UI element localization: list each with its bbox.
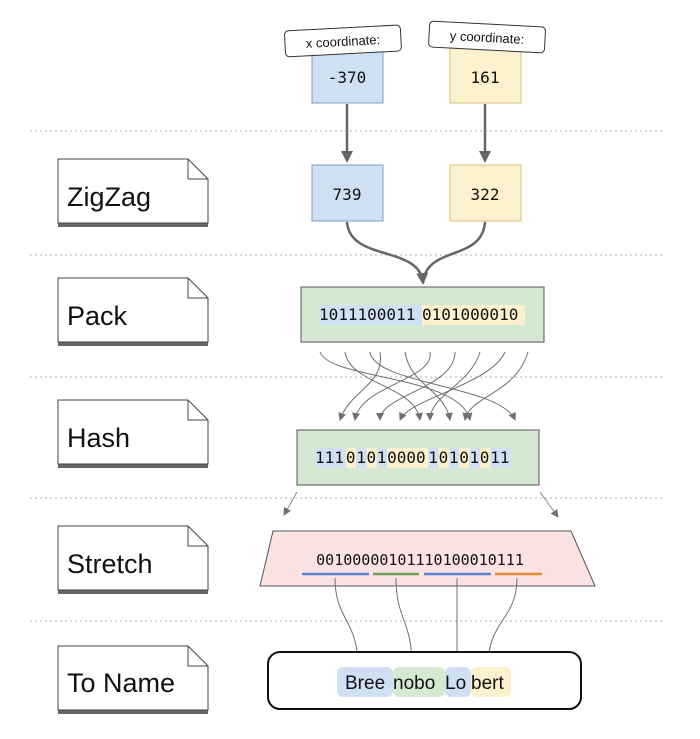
hash-segment-bg xyxy=(376,448,388,468)
stretch-arrows xyxy=(283,491,559,518)
merge-arrows xyxy=(345,221,487,285)
x-caption-tag: x coordinate: xyxy=(284,24,402,58)
hash-segment-bg xyxy=(479,448,491,468)
name-syllable-bg xyxy=(445,667,471,697)
stage-label-text: Stretch xyxy=(67,549,153,579)
name-syllable-bg xyxy=(337,667,393,697)
hash-segment-bg xyxy=(438,448,449,468)
name-syllables: Bree nobo Lo bert xyxy=(337,667,511,697)
hash-segment-bits: 11 xyxy=(490,448,509,467)
stage-label-text: To Name xyxy=(67,668,175,698)
hash-segment-bg xyxy=(469,448,480,468)
y-caption-tag: y coordinate: xyxy=(428,20,546,54)
hash-box: 111 0 1 0 1 0000 1 0 1 0 1 0 11 xyxy=(296,429,540,486)
hash-segment-bg xyxy=(366,448,377,468)
hash-segment-bits: 0 xyxy=(480,448,490,467)
hash-segment-bits: 0 xyxy=(367,448,377,467)
name-syllable-text: bert xyxy=(471,673,504,694)
stretch-box: 00100000101110100010111 xyxy=(259,530,596,587)
x-input-value: -370 xyxy=(328,68,367,87)
hash-segment-bg xyxy=(345,448,357,468)
hash-segment-bg xyxy=(490,448,511,468)
zigzag-x-value: 739 xyxy=(333,185,362,204)
stage-dividers xyxy=(30,130,665,622)
input-arrows xyxy=(341,104,491,163)
stretch-bit-string: 00100000101110100010111 xyxy=(316,551,524,569)
y-caption-text: y coordinate: xyxy=(449,28,524,47)
stretch-left-arrow xyxy=(283,491,298,516)
zigzag-y-box: 322 xyxy=(449,164,522,222)
pack-box: 1011100011 0101000010 xyxy=(300,286,545,343)
stage-label-hash: Hash xyxy=(57,399,209,468)
stage-label-zigzag: ZigZag xyxy=(57,158,209,227)
name-syllable-text: nobo xyxy=(393,673,435,694)
hash-segment-bits: 1 xyxy=(449,448,459,467)
pack-segment-bg xyxy=(422,305,525,325)
hash-bit-string: 111 0 1 0 1 0000 1 0 1 0 1 0 11 xyxy=(315,448,511,468)
permutation-arrows xyxy=(319,351,529,421)
hash-segment-bg xyxy=(428,448,439,468)
hash-segment-bits: 1 xyxy=(356,448,366,467)
stretch-right-arrow xyxy=(539,491,559,518)
name-syllable-text: Bree xyxy=(345,673,385,694)
hash-segment-bits: 1 xyxy=(470,448,480,467)
x-input-box: -370 xyxy=(311,47,384,104)
hash-segment-bits: 1 xyxy=(377,448,387,467)
stage-label-pack: Pack xyxy=(57,277,209,346)
y-input-value: 161 xyxy=(471,68,500,87)
name-syllable-text: Lo xyxy=(445,673,466,694)
hash-segment-bg xyxy=(387,448,429,468)
stage-label-text: Pack xyxy=(67,301,128,331)
name-syllable-bg xyxy=(471,667,511,697)
hash-segment-bits: 0 xyxy=(459,448,469,467)
merge-right-curve xyxy=(421,221,487,284)
pack-bit-string: 1011100011 0101000010 xyxy=(319,305,525,325)
name-syllable-bg xyxy=(393,667,445,697)
pack-segment-bits: 0101000010 xyxy=(422,305,518,324)
hash-segment-bits: 111 xyxy=(315,448,344,467)
stage-label-text: ZigZag xyxy=(67,182,151,212)
hash-segment-bg xyxy=(459,448,470,468)
pack-segment-bg xyxy=(319,305,422,325)
merge-left-curve xyxy=(345,221,429,285)
hash-segment-bits: 0 xyxy=(346,448,356,467)
zigzag-y-value: 322 xyxy=(471,185,500,204)
stage-label-to-name: To Name xyxy=(57,645,209,714)
hash-segment-bg xyxy=(315,448,346,468)
y-input-box: 161 xyxy=(449,47,522,104)
name-box: Bree nobo Lo bert xyxy=(267,651,582,710)
zigzag-x-box: 739 xyxy=(311,164,384,222)
hash-segment-bits: 0 xyxy=(439,448,449,467)
hash-segment-bg xyxy=(448,448,460,468)
hash-segment-bits: 0000 xyxy=(387,448,426,467)
hash-segment-bits: 1 xyxy=(428,448,438,467)
stage-label-text: Hash xyxy=(67,423,130,453)
x-caption-text: x coordinate: xyxy=(305,32,380,51)
stage-label-stretch: Stretch xyxy=(57,525,209,594)
hash-segment-bg xyxy=(356,448,367,468)
pack-segment-bits: 1011100011 xyxy=(319,305,415,324)
